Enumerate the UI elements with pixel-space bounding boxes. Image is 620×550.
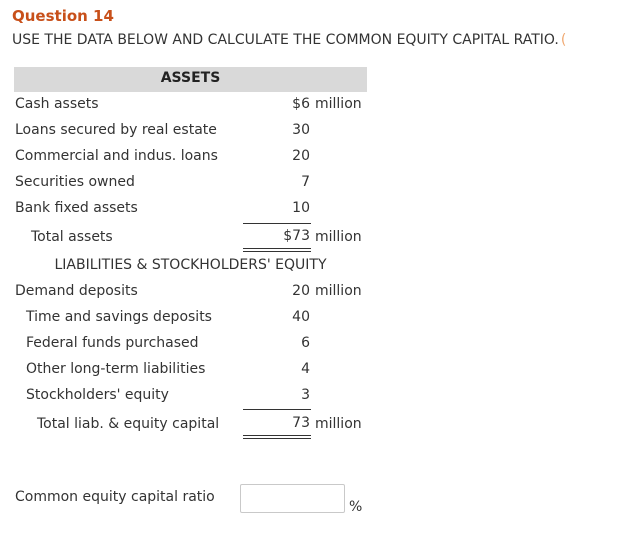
liability-row-label: Other long-term liabilities bbox=[26, 361, 206, 377]
liability-row-label: Demand deposits bbox=[15, 283, 138, 299]
liability-row-unit: million bbox=[315, 283, 362, 299]
asset-row-label: Commercial and indus. loans bbox=[15, 148, 218, 164]
liabilities-subtotal-rule bbox=[243, 409, 311, 410]
instruction-text: USE THE DATA BELOW AND CALCULATE THE COM… bbox=[12, 32, 559, 48]
asset-row-label: Securities owned bbox=[15, 174, 135, 190]
liability-row-label: Stockholders' equity bbox=[26, 387, 169, 403]
liabilities-total-double-rule bbox=[243, 435, 311, 439]
asset-row-value: $6 bbox=[292, 96, 310, 112]
asset-row-value: 10 bbox=[292, 200, 310, 216]
asset-row-value: 7 bbox=[301, 174, 310, 190]
question-instruction: USE THE DATA BELOW AND CALCULATE THE COM… bbox=[12, 32, 566, 48]
liability-row-label: Time and savings deposits bbox=[26, 309, 212, 325]
assets-subtotal-rule bbox=[243, 223, 311, 224]
total-assets-label: Total assets bbox=[31, 229, 113, 245]
liability-row-value: 3 bbox=[301, 387, 310, 403]
asset-row-label: Loans secured by real estate bbox=[15, 122, 217, 138]
asset-row-value: 20 bbox=[292, 148, 310, 164]
asset-row-label: Bank fixed assets bbox=[15, 200, 138, 216]
asset-row-label: Cash assets bbox=[15, 96, 99, 112]
answer-label: Common equity capital ratio bbox=[15, 489, 215, 505]
total-liabilities-value: 73 bbox=[292, 415, 310, 431]
total-liabilities-unit: million bbox=[315, 416, 362, 432]
liability-row-value: 40 bbox=[292, 309, 310, 325]
instruction-tail: ( bbox=[560, 32, 567, 48]
liabilities-heading: LIABILITIES & STOCKHOLDERS' EQUITY bbox=[54, 257, 327, 273]
question-title: Question 14 bbox=[12, 7, 114, 25]
total-liabilities-label: Total liab. & equity capital bbox=[37, 416, 220, 432]
liability-row-value: 4 bbox=[301, 361, 310, 377]
common-equity-ratio-input[interactable] bbox=[240, 484, 345, 513]
assets-heading: ASSETS bbox=[14, 67, 367, 92]
assets-total-double-rule bbox=[243, 248, 311, 252]
liability-row-value: 20 bbox=[292, 283, 310, 299]
liability-row-label: Federal funds purchased bbox=[26, 335, 199, 351]
percent-unit: % bbox=[349, 499, 363, 515]
asset-row-value: 30 bbox=[292, 122, 310, 138]
total-assets-value: $73 bbox=[283, 228, 310, 244]
liability-row-value: 6 bbox=[301, 335, 310, 351]
asset-row-unit: million bbox=[315, 96, 362, 112]
total-assets-unit: million bbox=[315, 229, 362, 245]
